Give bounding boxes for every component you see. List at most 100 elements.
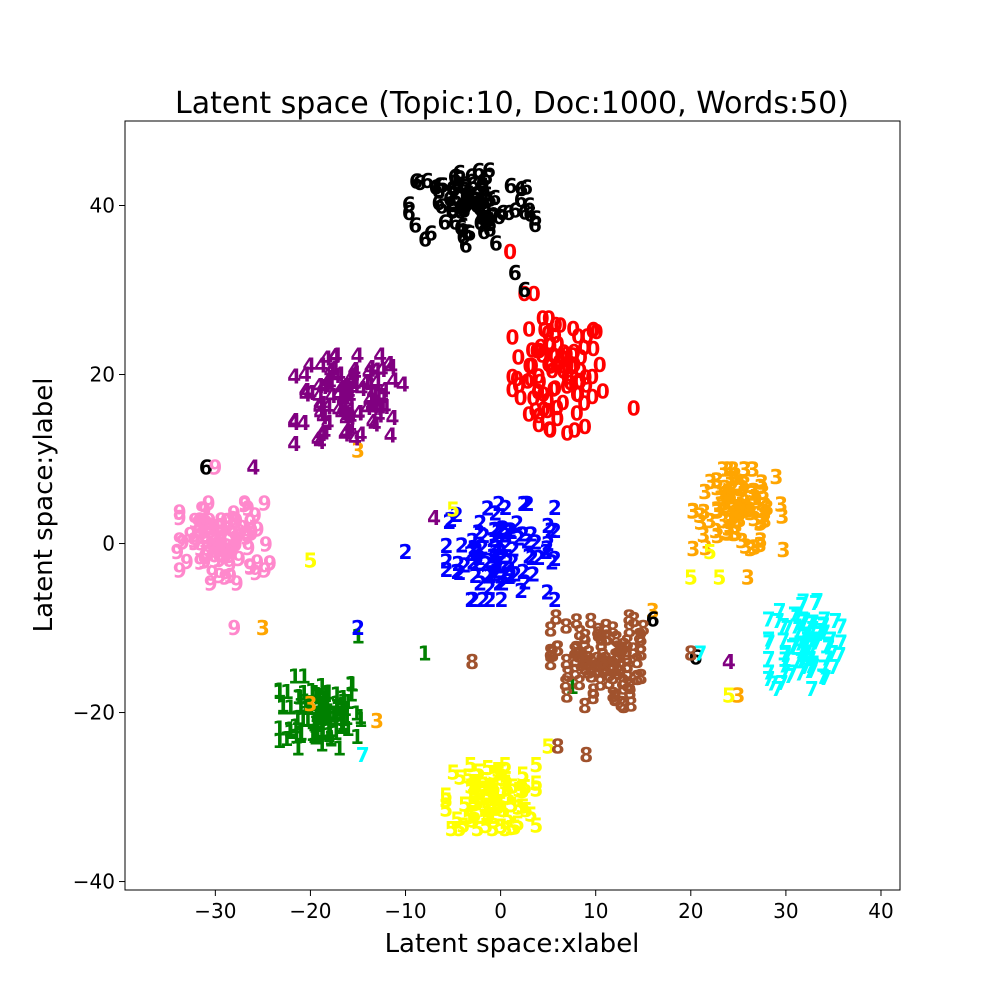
y-tick-label: −40: [73, 870, 115, 894]
scatter-point-4: 4: [334, 401, 348, 425]
scatter-point-1: 1: [336, 712, 350, 736]
scatter-point-9: 9: [223, 564, 237, 588]
scatter-point-2: 2: [500, 551, 514, 575]
scatter-point-5: 5: [467, 788, 481, 812]
scatter-point-8: 8: [614, 692, 628, 716]
scatter-point-1: 1: [283, 720, 297, 744]
scatter-point-4: 4: [378, 395, 392, 419]
scatter-point-6: 6: [465, 187, 479, 211]
scatter-point-6: 6: [460, 188, 474, 212]
scatter-point-9: 9: [203, 517, 217, 541]
scatter-point-7: 7: [794, 661, 808, 685]
scatter-point-4: 4: [312, 385, 326, 409]
scatter-point-4: 4: [325, 384, 339, 408]
scatter-point-7: 7: [801, 648, 815, 672]
scatter-point-5: 5: [303, 548, 317, 572]
scatter-point-5: 5: [722, 684, 736, 708]
scatter-point-7: 7: [776, 629, 790, 653]
scatter-point-8: 8: [590, 658, 604, 682]
scatter-point-6: 6: [443, 187, 457, 211]
scatter-point-2: 2: [483, 588, 497, 612]
scatter-point-7: 7: [829, 609, 843, 633]
scatter-point-7: 7: [778, 641, 792, 665]
scatter-point-8: 8: [597, 656, 611, 680]
scatter-point-4: 4: [368, 413, 382, 437]
scatter-point-2: 2: [470, 538, 484, 562]
scatter-point-8: 8: [634, 641, 648, 665]
scatter-point-9: 9: [223, 553, 237, 577]
scatter-point-6: 6: [518, 201, 532, 225]
scatter-point-0: 0: [524, 368, 538, 392]
scatter-point-4: 4: [363, 388, 377, 412]
scatter-point-9: 9: [232, 547, 246, 571]
scatter-point-2: 2: [496, 571, 510, 595]
scatter-point-8: 8: [596, 657, 610, 681]
scatter-point-9: 9: [241, 496, 255, 520]
scatter-point-7: 7: [798, 609, 812, 633]
x-tick-label: 20: [678, 899, 703, 923]
scatter-point-2: 2: [514, 579, 528, 603]
scatter-point-3: 3: [710, 498, 724, 522]
scatter-point-7: 7: [356, 743, 370, 767]
scatter-point-6: 6: [508, 261, 522, 285]
scatter-point-1: 1: [280, 680, 294, 704]
scatter-point-4: 4: [314, 354, 328, 378]
scatter-point-5: 5: [505, 816, 519, 840]
scatter-point-6: 6: [519, 175, 533, 199]
scatter-point-0: 0: [549, 313, 563, 337]
scatter-point-1: 1: [329, 691, 343, 715]
scatter-point-1: 1: [322, 681, 336, 705]
scatter-point-9: 9: [227, 616, 241, 640]
scatter-point-2: 2: [506, 537, 520, 561]
scatter-point-1: 1: [283, 717, 297, 741]
scatter-point-0: 0: [567, 340, 581, 364]
scatter-point-3: 3: [734, 496, 748, 520]
scatter-point-8: 8: [551, 734, 565, 758]
scatter-point-1: 1: [322, 723, 336, 747]
scatter-point-4: 4: [336, 397, 350, 421]
scatter-point-3: 3: [758, 509, 772, 533]
scatter-point-2: 2: [532, 546, 546, 570]
scatter-point-9: 9: [231, 524, 245, 548]
scatter-point-5: 5: [484, 778, 498, 802]
scatter-point-1: 1: [314, 706, 328, 730]
scatter-point-1: 1: [324, 727, 338, 751]
scatter-point-4: 4: [327, 356, 341, 380]
scatter-point-0: 0: [522, 354, 536, 378]
scatter-point-5: 5: [467, 781, 481, 805]
scatter-point-1: 1: [291, 737, 305, 761]
scatter-point-4: 4: [338, 422, 352, 446]
scatter-point-1: 1: [305, 679, 319, 703]
scatter-point-6: 6: [473, 196, 487, 220]
scatter-point-7: 7: [796, 624, 810, 648]
scatter-point-9: 9: [243, 555, 257, 579]
scatter-point-4: 4: [339, 385, 353, 409]
scatter-point-0: 0: [574, 346, 588, 370]
scatter-point-0: 0: [587, 318, 601, 342]
scatter-point-4: 4: [338, 374, 352, 398]
scatter-point-0: 0: [543, 334, 557, 358]
scatter-point-0: 0: [541, 321, 555, 345]
scatter-point-3: 3: [711, 524, 725, 548]
scatter-point-3: 3: [721, 522, 735, 546]
scatter-point-4: 4: [331, 398, 345, 422]
scatter-point-8: 8: [622, 618, 636, 642]
scatter-point-8: 8: [630, 649, 644, 673]
scatter-point-4: 4: [365, 394, 379, 418]
scatter-point-2: 2: [450, 503, 464, 527]
scatter-point-3: 3: [698, 480, 712, 504]
scatter-point-0: 0: [556, 359, 570, 383]
scatter-point-2: 2: [525, 546, 539, 570]
scatter-point-6: 6: [466, 172, 480, 196]
scatter-point-3: 3: [775, 505, 789, 529]
scatter-point-9: 9: [208, 539, 222, 563]
scatter-point-5: 5: [446, 761, 460, 785]
scatter-point-4: 4: [348, 372, 362, 396]
scatter-point-2: 2: [487, 544, 501, 568]
scatter-point-3: 3: [693, 504, 707, 528]
scatter-point-1: 1: [318, 683, 332, 707]
scatter-point-6: 6: [464, 165, 478, 189]
scatter-point-3: 3: [704, 470, 718, 494]
scatter-point-5: 5: [684, 565, 698, 589]
scatter-point-2: 2: [519, 492, 533, 516]
